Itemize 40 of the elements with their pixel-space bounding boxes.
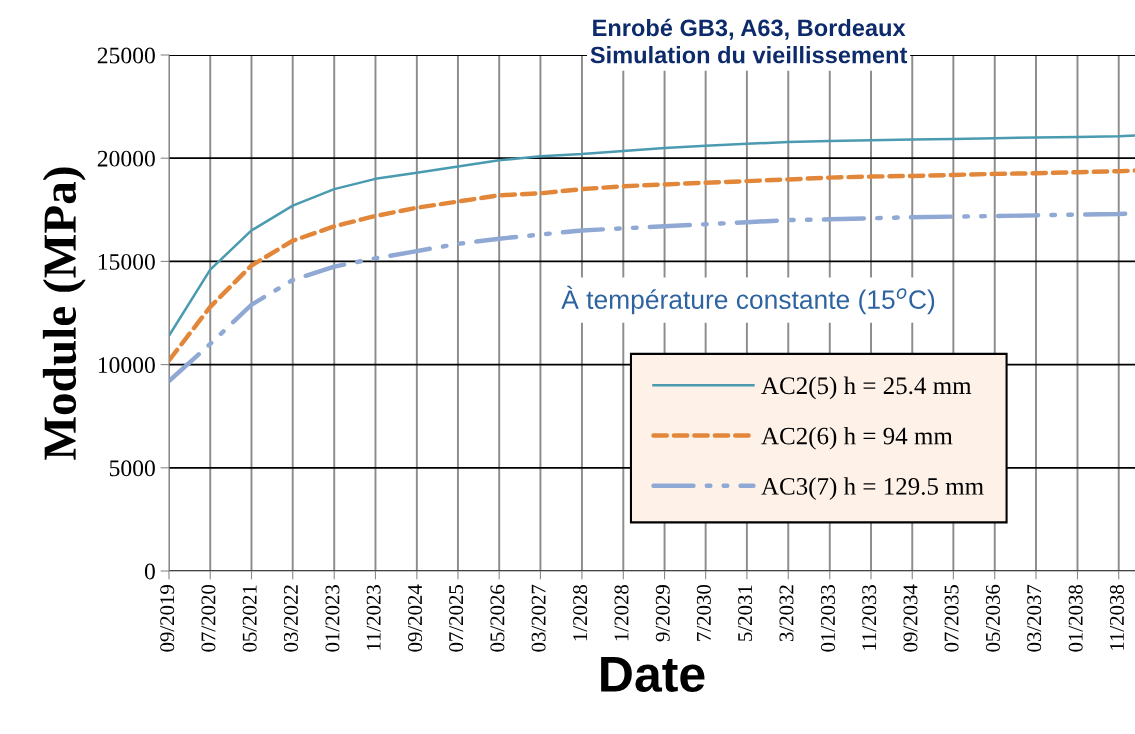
x-tick-label: 09/2024 bbox=[408, 584, 423, 652]
y-tick-label: 25000 bbox=[97, 47, 155, 64]
y-axis-title: Module (MPa) bbox=[42, 167, 86, 460]
chart-title: Enrobé GB3, A63, Bordeaux bbox=[593, 18, 906, 40]
x-tick-label: 01/2033 bbox=[820, 585, 835, 652]
x-axis-title: Date bbox=[601, 657, 705, 692]
y-tick-label: 20000 bbox=[97, 150, 155, 167]
x-tick-label: 1/2028 bbox=[614, 584, 629, 641]
legend-label: AC2(6) h = 94 mm bbox=[761, 426, 953, 450]
x-tick-label: 05/2026 bbox=[490, 584, 505, 652]
x-tick-label: 5/2031 bbox=[738, 585, 753, 641]
x-tick-label: 09/2034 bbox=[903, 584, 918, 652]
legend-label: AC2(5) h = 25.4 mm bbox=[761, 376, 972, 400]
chart-subtitle: Simulation du vieillissement bbox=[590, 46, 908, 64]
x-tick-label: 03/2037 bbox=[1027, 584, 1042, 652]
x-tick-label: 09/2019 bbox=[160, 585, 175, 652]
y-tick-label: 0 bbox=[144, 563, 155, 580]
x-tick-label: 03/2027 bbox=[531, 584, 546, 652]
x-tick-label: 9/2029 bbox=[655, 585, 670, 642]
x-tick-label: 11/2033 bbox=[862, 585, 877, 650]
line-series bbox=[169, 168, 1135, 363]
line-series bbox=[169, 134, 1135, 337]
x-tick-label: 11/2038 bbox=[1109, 584, 1124, 650]
x-tick-label: 3/2032 bbox=[779, 585, 794, 642]
x-tick-label: 05/2036 bbox=[985, 584, 1000, 652]
y-tick-label: 5000 bbox=[109, 460, 155, 477]
x-tick-label: 7/2030 bbox=[696, 584, 711, 641]
x-tick-label: 07/2025 bbox=[449, 585, 464, 652]
x-tick-label: 05/2021 bbox=[242, 585, 257, 652]
x-tick-label: 01/2038 bbox=[1068, 584, 1083, 652]
x-tick-label: 11/2023 bbox=[366, 585, 381, 650]
x-tick-label: 03/2022 bbox=[283, 585, 298, 652]
y-tick-label: 10000 bbox=[98, 357, 155, 374]
x-tick-label: 07/2035 bbox=[944, 585, 959, 652]
annotation: À température constante (15$^{o}$C) bbox=[561, 285, 935, 315]
x-tick-label: 1/2028 bbox=[573, 584, 588, 641]
x-tick-label: 01/2023 bbox=[325, 585, 340, 652]
x-tick-label: 07/2020 bbox=[201, 584, 216, 652]
legend-label: AC3(7) h = 129.5 mm bbox=[761, 477, 984, 500]
y-tick-label: 15000 bbox=[98, 253, 155, 270]
